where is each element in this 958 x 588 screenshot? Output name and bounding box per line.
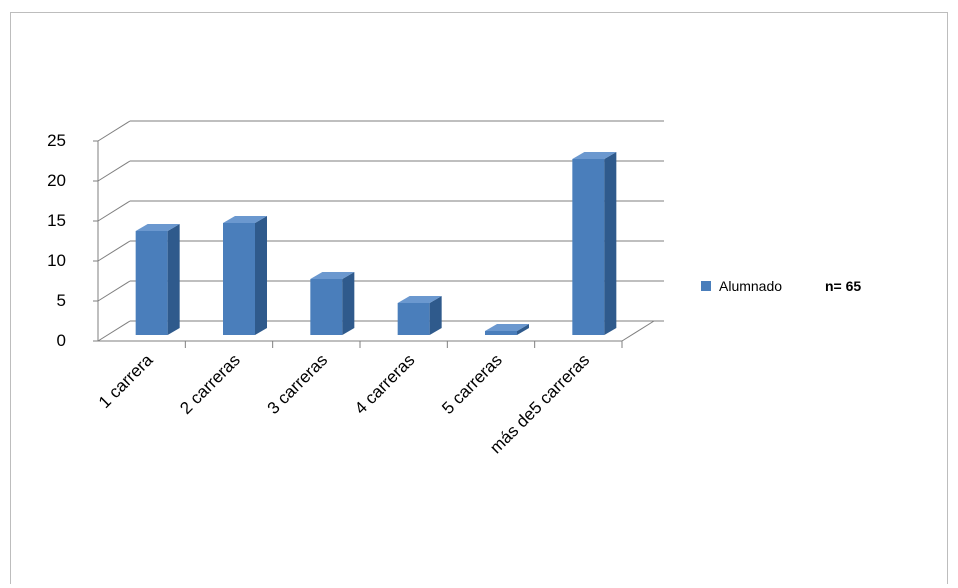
bar-top [485, 324, 529, 331]
category-label: 1 carrera [95, 350, 157, 412]
bar-side [255, 216, 267, 335]
category-labels: 1 carrera 2 carreras 3 carreras 4 carreras 5… [95, 350, 593, 457]
category-label: 3 carreras [264, 350, 332, 418]
category-label: 2 carreras [176, 350, 244, 418]
gridline-diagonal [97, 280, 131, 302]
bar-front [310, 279, 343, 335]
category-label: 4 carreras [351, 350, 419, 418]
chart-frame: 0 5 10 15 20 25 1 carrera 2 carreras 3 carreras… [10, 12, 948, 584]
bar-front [135, 231, 168, 335]
floor-edge [621, 320, 655, 342]
bar-front [397, 303, 430, 335]
legend-note: n= 65 [825, 278, 861, 294]
y-tick-label: 15 [47, 211, 66, 230]
bar [572, 152, 617, 335]
bar-top [223, 216, 267, 223]
y-tick-label: 0 [57, 331, 66, 350]
bar-side [429, 296, 442, 335]
bar-top [397, 296, 442, 303]
bar-side [342, 272, 355, 335]
gridline-diagonal [97, 160, 131, 182]
axes [93, 140, 655, 348]
bar [397, 296, 442, 335]
bar-front [572, 159, 605, 335]
legend-swatch [701, 281, 711, 291]
bar [485, 324, 529, 335]
y-tick-label: 5 [57, 291, 66, 310]
bar-side [517, 324, 529, 335]
bar [310, 272, 355, 335]
bar-side [167, 224, 180, 335]
y-tick-label: 10 [47, 251, 66, 270]
y-tick-label: 20 [47, 171, 66, 190]
bar-front [485, 331, 517, 335]
legend: Alumnado n= 65 [701, 278, 861, 294]
bar-top [310, 272, 355, 279]
bar-top [572, 152, 617, 159]
gridline-diagonal [97, 320, 131, 342]
y-tick-labels: 0 5 10 15 20 25 [47, 131, 66, 350]
y-tick-label: 25 [47, 131, 66, 150]
gridline-diagonal [97, 120, 131, 142]
gridline-diagonal [97, 200, 131, 222]
gridline-diagonal [97, 240, 131, 262]
bar-top [135, 224, 180, 231]
bars [135, 152, 617, 335]
bar-side [604, 152, 617, 335]
category-label: 5 carreras [438, 350, 506, 418]
legend-label: Alumnado [719, 278, 782, 294]
bar [223, 216, 267, 335]
bar [135, 224, 180, 335]
bar-chart: 0 5 10 15 20 25 1 carrera 2 carreras 3 carreras… [47, 120, 861, 457]
bar-front [223, 223, 255, 335]
